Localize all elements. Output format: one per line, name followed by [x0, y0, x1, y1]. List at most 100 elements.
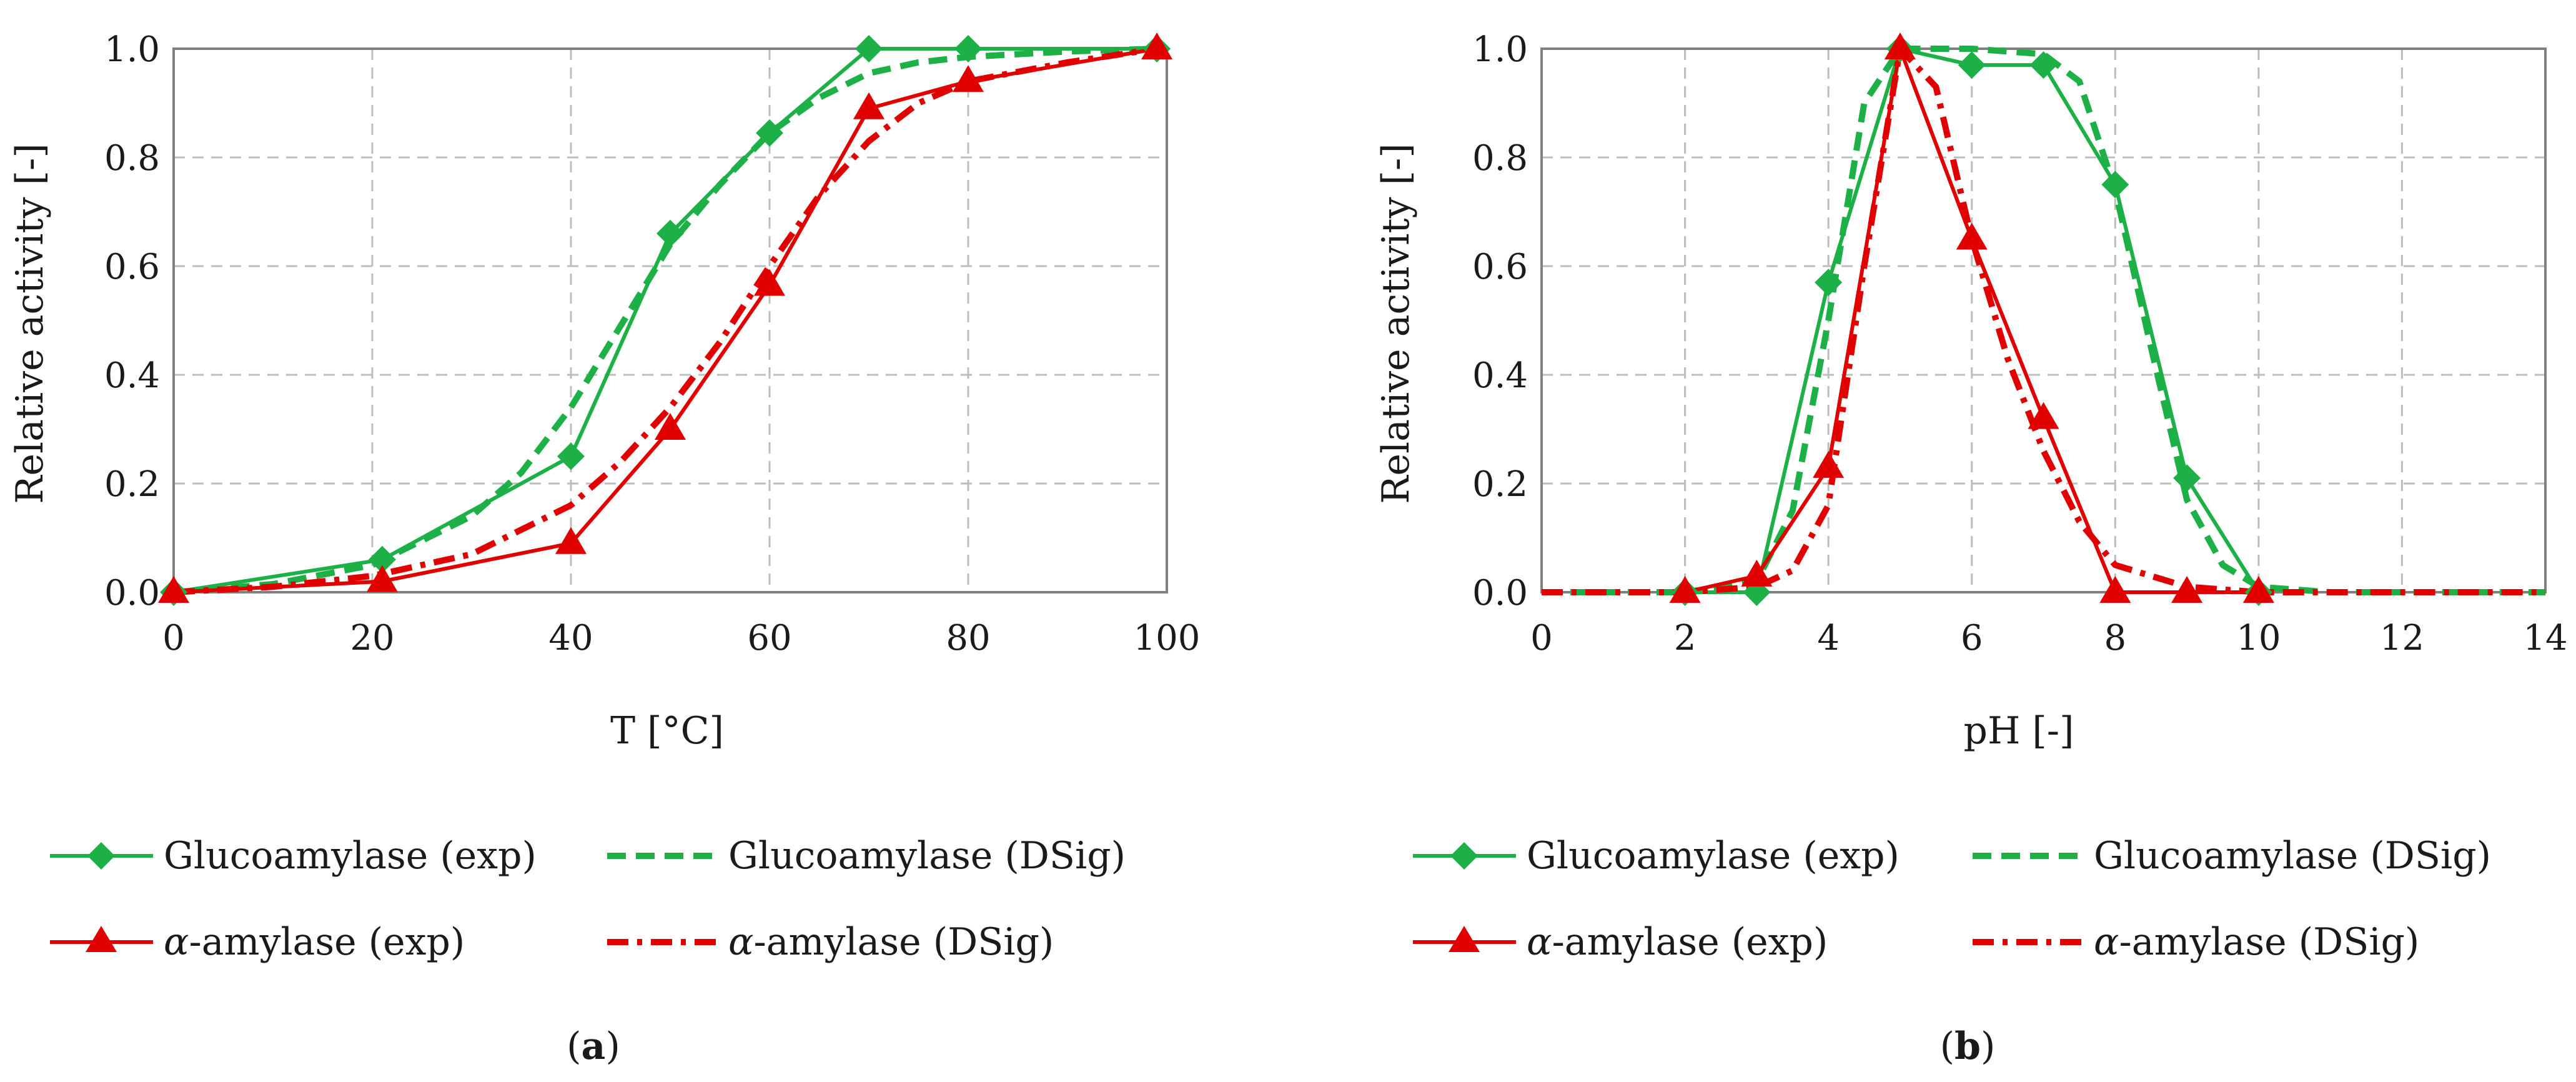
- data-point-alpha-exp-triangle: [853, 92, 884, 119]
- legend-text-gluco-dsig: Glucoamylase (DSig): [728, 834, 1126, 878]
- series-line-alpha-exp: [173, 47, 1157, 594]
- data-point-gluco-exp-diamond: [656, 219, 684, 247]
- y-tick-label: 0.6: [1472, 247, 1528, 287]
- data-point-gluco-exp-diamond: [954, 35, 982, 62]
- data-point-alpha-exp-triangle: [1141, 32, 1173, 59]
- x-tick-label: 40: [548, 618, 593, 658]
- x-tick-label: 8: [2104, 618, 2126, 658]
- data-point-alpha-exp-triangle: [366, 565, 398, 592]
- chart-b-tick-labels: 0 2 4 6 8 10 12 14 0.0 0.2 0.4 0.6 0.8 1.0: [1472, 29, 2568, 658]
- legend-b-gluco-exp: Glucoamylase (exp): [1413, 834, 1900, 878]
- data-point-gluco-exp-diamond: [2101, 171, 2129, 199]
- y-tick-label: 1.0: [104, 29, 160, 70]
- data-point-alpha-exp-triangle: [2171, 576, 2203, 603]
- legend-text-gluco-exp: Glucoamylase (exp): [1527, 834, 1900, 878]
- data-point-gluco-exp-diamond: [855, 35, 883, 62]
- legend-a-alpha-exp: α-amylase (exp): [50, 920, 465, 964]
- caption-b: (b): [1940, 1025, 1996, 1068]
- legend-text-alpha-dsig: α-amylase (DSig): [728, 920, 1054, 964]
- series-line-gluco-dsig: [173, 46, 1157, 595]
- y-tick-label: 0.6: [104, 247, 160, 287]
- y-tick-label: 0.8: [1472, 138, 1528, 179]
- x-tick-label: 80: [946, 618, 990, 658]
- legend-a-alpha-dsig: α-amylase (DSig): [607, 920, 1054, 964]
- data-point-alpha-exp-triangle: [655, 413, 686, 440]
- chart-a-xlabel: T [°C]: [610, 709, 724, 753]
- chart-b-legend: Glucoamylase (exp) Glucoamylase (DSig) α…: [1413, 834, 2491, 964]
- data-point-gluco-exp-diamond: [756, 119, 783, 147]
- chart-b-xlabel: pH [-]: [1964, 709, 2074, 753]
- x-tick-label: 20: [350, 618, 394, 658]
- legend-triangle-marker: [86, 926, 117, 952]
- series-line-gluco-dsig: [1542, 46, 2545, 595]
- chart-b-frame: [1540, 47, 2547, 593]
- x-tick-label: 14: [2523, 618, 2567, 658]
- legend-text-alpha-exp: α-amylase (exp): [1527, 920, 1828, 964]
- data-point-gluco-exp-diamond: [2173, 464, 2201, 492]
- y-tick-label: 0.4: [104, 355, 160, 396]
- legend-text-gluco-exp: Glucoamylase (exp): [164, 834, 537, 878]
- chart-a-gridlines: [174, 47, 1167, 592]
- x-tick-label: 0: [162, 618, 185, 658]
- y-tick-label: 0.2: [1472, 464, 1528, 505]
- data-point-gluco-exp-diamond: [1958, 51, 1986, 79]
- x-tick-label: 6: [1961, 618, 1983, 658]
- chart-b-gridlines: [1542, 47, 2545, 592]
- chart-a-ylabel: Relative activity [-]: [8, 143, 52, 504]
- chart-b: 0 2 4 6 8 10 12 14 0.0 0.2 0.4 0.6 0.8 1.0 pH [-] Rel…: [1374, 29, 2568, 753]
- legend-a-gluco-exp: Glucoamylase (exp): [50, 834, 537, 878]
- caption-a: (a): [567, 1025, 620, 1068]
- x-tick-label: 4: [1817, 618, 1840, 658]
- chart-a-frame: [172, 47, 1168, 593]
- y-tick-label: 0.4: [1472, 355, 1528, 396]
- data-point-gluco-exp-diamond: [2029, 51, 2058, 79]
- legend-a-gluco-dsig: Glucoamylase (DSig): [607, 834, 1126, 878]
- data-point-alpha-exp-triangle: [1741, 559, 1773, 587]
- legend-b-alpha-dsig: α-amylase (DSig): [1973, 920, 2419, 964]
- x-tick-label: 60: [747, 618, 791, 658]
- chart-a-legend: Glucoamylase (exp) Glucoamylase (DSig) α…: [50, 834, 1126, 964]
- chart-b-ylabel: Relative activity [-]: [1374, 143, 1418, 504]
- data-point-alpha-exp-triangle: [2028, 402, 2059, 429]
- chart-a: 0 20 40 60 80 100 0.0 0.2 0.4 0.6 0.8 1.0 T [°C] Re…: [8, 29, 1200, 753]
- y-tick-label: 0.0: [104, 573, 160, 613]
- data-point-gluco-exp-diamond: [368, 545, 396, 573]
- data-point-alpha-exp-triangle: [555, 527, 587, 554]
- data-point-alpha-exp-triangle: [158, 576, 189, 603]
- data-point-alpha-exp-triangle: [1669, 576, 1701, 603]
- data-point-gluco-exp-diamond: [1815, 269, 1843, 297]
- x-tick-label: 0: [1530, 618, 1553, 658]
- data-point-alpha-exp-triangle: [2099, 576, 2131, 603]
- series-line-alpha-dsig: [1542, 46, 2545, 595]
- x-tick-label: 2: [1674, 618, 1697, 658]
- y-tick-label: 0.0: [1472, 573, 1528, 613]
- data-point-alpha-exp-triangle: [2242, 576, 2274, 603]
- legend-text-alpha-exp: α-amylase (exp): [164, 920, 465, 964]
- data-point-alpha-exp-triangle: [1884, 32, 1916, 59]
- x-tick-label: 12: [2380, 618, 2424, 658]
- y-tick-label: 0.8: [104, 138, 160, 179]
- data-point-alpha-exp-triangle: [754, 269, 785, 296]
- data-point-alpha-exp-triangle: [953, 65, 984, 92]
- legend-triangle-marker: [1449, 926, 1480, 952]
- y-tick-label: 0.2: [104, 464, 160, 505]
- x-tick-label: 10: [2236, 618, 2281, 658]
- legend-diamond-marker: [1450, 842, 1478, 870]
- chart-a-markers: [158, 32, 1173, 606]
- legend-diamond-marker: [87, 842, 115, 870]
- data-point-gluco-exp-diamond: [557, 442, 585, 470]
- chart-a-series: [173, 46, 1157, 595]
- legend-b-gluco-dsig: Glucoamylase (DSig): [1973, 834, 2491, 878]
- x-tick-label: 100: [1134, 618, 1201, 658]
- data-point-alpha-exp-triangle: [1956, 222, 1988, 250]
- legend-text-gluco-dsig: Glucoamylase (DSig): [2094, 834, 2491, 878]
- chart-b-series: [1542, 46, 2545, 595]
- plot-area-border: [1540, 47, 2547, 593]
- plot-area-border: [172, 47, 1168, 593]
- data-point-alpha-exp-triangle: [1813, 450, 1845, 478]
- chart-a-tick-labels: 0 20 40 60 80 100 0.0 0.2 0.4 0.6 0.8 1.0: [104, 29, 1201, 658]
- legend-text-alpha-dsig: α-amylase (DSig): [2094, 920, 2419, 964]
- chart-b-markers: [1669, 32, 2274, 606]
- series-line-alpha-dsig: [173, 46, 1157, 595]
